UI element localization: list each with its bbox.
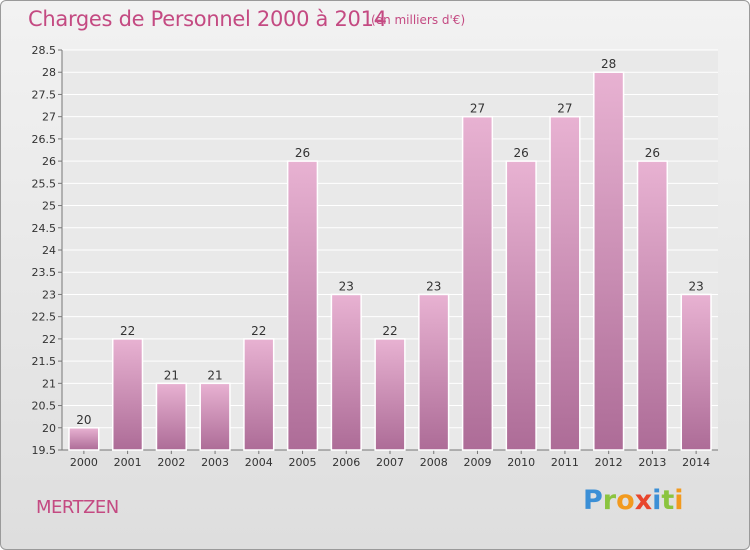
- data-label: 26: [295, 146, 310, 160]
- y-tick-label: 24: [42, 244, 56, 257]
- y-tick-label: 26.5: [32, 133, 57, 146]
- y-tick-label: 23: [42, 288, 56, 301]
- bar-2014[interactable]: [680, 293, 712, 451]
- y-tick-label: 22.5: [32, 311, 57, 324]
- data-label: 28: [601, 57, 616, 71]
- logo-letter: i: [674, 485, 684, 516]
- data-label: 22: [382, 324, 397, 338]
- x-tick-label: 2011: [551, 456, 579, 469]
- data-label: 22: [120, 324, 135, 338]
- x-tick-label: 2000: [70, 456, 98, 469]
- y-tick-label: 20: [42, 422, 56, 435]
- y-tick-label: 22: [42, 333, 56, 346]
- x-tick-label: 2012: [595, 456, 623, 469]
- x-tick-label: 2013: [638, 456, 666, 469]
- bar-2011[interactable]: [549, 115, 581, 451]
- bar-2010[interactable]: [505, 160, 537, 451]
- commune-name: MERTZEN: [36, 497, 119, 518]
- data-label: 23: [688, 279, 703, 293]
- y-tick-label: 21.5: [32, 355, 57, 368]
- x-tick-label: 2010: [507, 456, 535, 469]
- data-label: 26: [645, 146, 660, 160]
- y-tick-label: 28.5: [32, 44, 57, 57]
- bar-2004[interactable]: [243, 338, 275, 451]
- bar-2008[interactable]: [418, 293, 450, 451]
- bar-2005[interactable]: [286, 160, 319, 451]
- y-tick-label: 20.5: [32, 400, 57, 413]
- data-label: 23: [339, 279, 354, 293]
- bar-2012[interactable]: [593, 71, 625, 451]
- x-tick-label: 2005: [289, 456, 317, 469]
- y-tick-label: 23.5: [32, 266, 57, 279]
- y-tick-label: 24.5: [32, 222, 57, 235]
- x-tick-label: 2014: [682, 456, 710, 469]
- x-tick-label: 2002: [157, 456, 185, 469]
- logo-letter: o: [616, 485, 635, 516]
- bar-2001[interactable]: [111, 338, 144, 451]
- proxiti-logo[interactable]: Proxiti: [583, 485, 684, 516]
- y-tick-label: 21: [42, 377, 56, 390]
- logo-letter: P: [583, 485, 603, 516]
- y-tick-label: 19.5: [32, 444, 57, 457]
- x-tick-label: 2001: [114, 456, 142, 469]
- data-label: 21: [164, 368, 179, 382]
- x-tick-label: 2003: [201, 456, 229, 469]
- x-tick-label: 2006: [332, 456, 360, 469]
- data-label: 22: [251, 324, 266, 338]
- y-tick-label: 27: [42, 111, 56, 124]
- bar-2002[interactable]: [155, 382, 187, 451]
- bar-2013[interactable]: [636, 160, 669, 451]
- y-tick-label: 27.5: [32, 88, 57, 101]
- data-label: 21: [207, 368, 222, 382]
- data-label: 26: [514, 146, 529, 160]
- bar-2006[interactable]: [330, 293, 362, 451]
- x-tick-label: 2009: [463, 456, 491, 469]
- x-tick-label: 2004: [245, 456, 273, 469]
- chart-subtitle: (en milliers d'€): [371, 13, 466, 27]
- x-tick-label: 2007: [376, 456, 404, 469]
- y-tick-label: 26: [42, 155, 56, 168]
- bar-2000[interactable]: [68, 427, 100, 451]
- logo-letter: r: [602, 485, 617, 516]
- y-tick-label: 25: [42, 200, 56, 213]
- data-label: 27: [557, 102, 572, 116]
- logo-letter: x: [634, 485, 653, 516]
- bar-2007[interactable]: [374, 338, 406, 451]
- bar-2003[interactable]: [199, 382, 231, 451]
- bar-2009[interactable]: [461, 115, 494, 451]
- x-tick-label: 2008: [420, 456, 448, 469]
- data-label: 23: [426, 279, 441, 293]
- data-label: 20: [76, 413, 91, 427]
- y-tick-label: 28: [42, 66, 56, 79]
- logo-letter: t: [661, 485, 675, 516]
- chart-title: Charges de Personnel 2000 à 2014: [28, 7, 387, 31]
- logo-letter: i: [652, 485, 662, 516]
- y-tick-label: 25.5: [32, 177, 57, 190]
- data-label: 27: [470, 102, 485, 116]
